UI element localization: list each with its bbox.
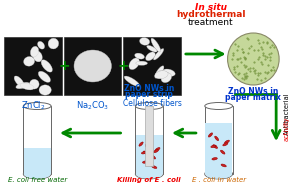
Ellipse shape <box>205 169 232 179</box>
Ellipse shape <box>155 66 164 78</box>
Text: Na$_2$CO$_3$: Na$_2$CO$_3$ <box>76 99 109 112</box>
Ellipse shape <box>135 169 163 179</box>
Ellipse shape <box>24 57 35 66</box>
Ellipse shape <box>205 169 233 179</box>
Text: Killing of E . coli: Killing of E . coli <box>117 177 181 183</box>
Ellipse shape <box>129 58 139 70</box>
Ellipse shape <box>140 38 150 45</box>
Text: ZnO NWs in: ZnO NWs in <box>124 84 174 93</box>
Ellipse shape <box>221 164 226 167</box>
Ellipse shape <box>14 76 24 87</box>
Ellipse shape <box>38 71 51 82</box>
Bar <box>4 37 62 95</box>
Ellipse shape <box>145 144 149 149</box>
Ellipse shape <box>151 155 156 159</box>
Ellipse shape <box>223 143 228 146</box>
Text: ZnO NWs in: ZnO NWs in <box>228 87 278 96</box>
Ellipse shape <box>151 38 161 52</box>
Ellipse shape <box>153 49 164 60</box>
Bar <box>205 123 232 174</box>
Text: E. coli free water: E. coli free water <box>8 177 67 183</box>
Ellipse shape <box>211 145 216 148</box>
Circle shape <box>228 33 279 85</box>
Ellipse shape <box>220 150 225 154</box>
Ellipse shape <box>153 150 158 153</box>
Ellipse shape <box>143 151 148 155</box>
Ellipse shape <box>158 71 171 78</box>
Ellipse shape <box>20 83 34 90</box>
Ellipse shape <box>215 136 219 141</box>
Text: hydrothermal: hydrothermal <box>176 10 245 19</box>
Text: In situ: In situ <box>195 3 227 12</box>
Ellipse shape <box>162 69 175 76</box>
Ellipse shape <box>155 71 168 79</box>
Ellipse shape <box>24 169 51 179</box>
Ellipse shape <box>212 158 217 160</box>
Ellipse shape <box>39 85 51 95</box>
Ellipse shape <box>38 41 45 49</box>
Bar <box>23 106 51 174</box>
Bar <box>136 135 163 174</box>
Text: +: + <box>118 59 129 73</box>
Ellipse shape <box>141 151 147 154</box>
Bar <box>145 106 153 166</box>
Ellipse shape <box>16 82 30 89</box>
Ellipse shape <box>30 46 39 57</box>
Ellipse shape <box>139 142 143 146</box>
Bar <box>123 37 181 95</box>
Ellipse shape <box>74 50 111 82</box>
Ellipse shape <box>147 45 157 52</box>
Ellipse shape <box>23 102 51 109</box>
Bar <box>135 106 163 174</box>
Ellipse shape <box>135 102 163 109</box>
Bar <box>64 37 121 95</box>
Ellipse shape <box>213 145 218 148</box>
Ellipse shape <box>41 60 52 72</box>
Bar <box>24 148 51 174</box>
Text: +: + <box>58 59 70 73</box>
Text: Antibacterial: Antibacterial <box>284 93 290 135</box>
Ellipse shape <box>208 133 213 137</box>
Ellipse shape <box>33 51 42 62</box>
Ellipse shape <box>48 38 59 49</box>
Ellipse shape <box>135 53 144 59</box>
Text: ZnCl$_2$: ZnCl$_2$ <box>21 99 46 112</box>
Ellipse shape <box>146 52 155 61</box>
Ellipse shape <box>205 102 233 109</box>
Text: treatment: treatment <box>188 18 233 27</box>
Ellipse shape <box>225 140 229 143</box>
Text: activity: activity <box>284 117 290 141</box>
Text: paper matrix: paper matrix <box>225 93 281 102</box>
Ellipse shape <box>124 76 140 86</box>
Text: E . coli in water: E . coli in water <box>192 177 246 183</box>
Ellipse shape <box>161 73 172 83</box>
Ellipse shape <box>152 166 157 168</box>
Ellipse shape <box>136 169 163 179</box>
Ellipse shape <box>143 161 148 163</box>
Ellipse shape <box>23 169 51 179</box>
Text: Cellulose fibers: Cellulose fibers <box>123 99 182 108</box>
Ellipse shape <box>29 79 39 89</box>
Bar <box>205 106 233 174</box>
Ellipse shape <box>155 148 160 151</box>
Text: paper strip: paper strip <box>125 90 173 99</box>
Ellipse shape <box>136 61 148 65</box>
